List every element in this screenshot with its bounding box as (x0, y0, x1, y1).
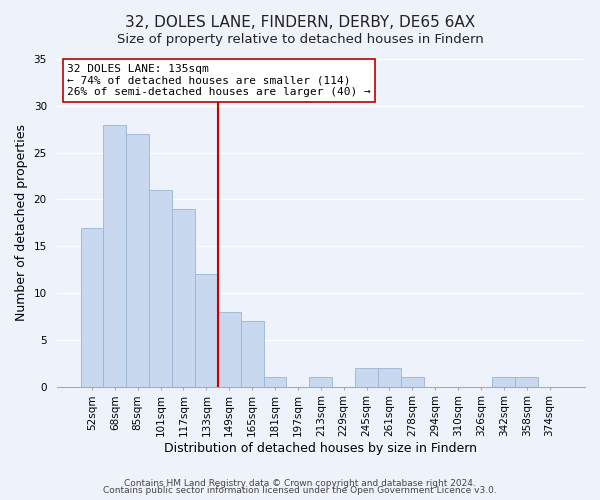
Bar (80, 228, 103, 386)
Y-axis label: Number of detached properties: Number of detached properties (15, 124, 28, 322)
Text: Size of property relative to detached houses in Findern: Size of property relative to detached ho… (116, 32, 484, 46)
Bar (310, 378, 332, 386)
Text: Contains public sector information licensed under the Open Government Licence v3: Contains public sector information licen… (103, 486, 497, 495)
Bar (149, 190, 172, 386)
Bar (493, 378, 515, 386)
Text: 32 DOLES LANE: 135sqm
← 74% of detached houses are smaller (114)
26% of semi-det: 32 DOLES LANE: 135sqm ← 74% of detached … (67, 64, 371, 97)
Bar (127, 134, 149, 386)
Bar (401, 378, 424, 386)
Bar (172, 209, 195, 386)
Bar (515, 378, 538, 386)
X-axis label: Distribution of detached houses by size in Findern: Distribution of detached houses by size … (164, 442, 477, 455)
Bar (355, 368, 378, 386)
Text: 32, DOLES LANE, FINDERN, DERBY, DE65 6AX: 32, DOLES LANE, FINDERN, DERBY, DE65 6AX (125, 15, 475, 30)
Bar (263, 378, 286, 386)
Text: Contains HM Land Registry data © Crown copyright and database right 2024.: Contains HM Land Registry data © Crown c… (124, 478, 476, 488)
Bar (241, 321, 263, 386)
Bar (103, 124, 127, 386)
Bar (218, 312, 241, 386)
Bar (195, 274, 218, 386)
Bar (378, 368, 401, 386)
